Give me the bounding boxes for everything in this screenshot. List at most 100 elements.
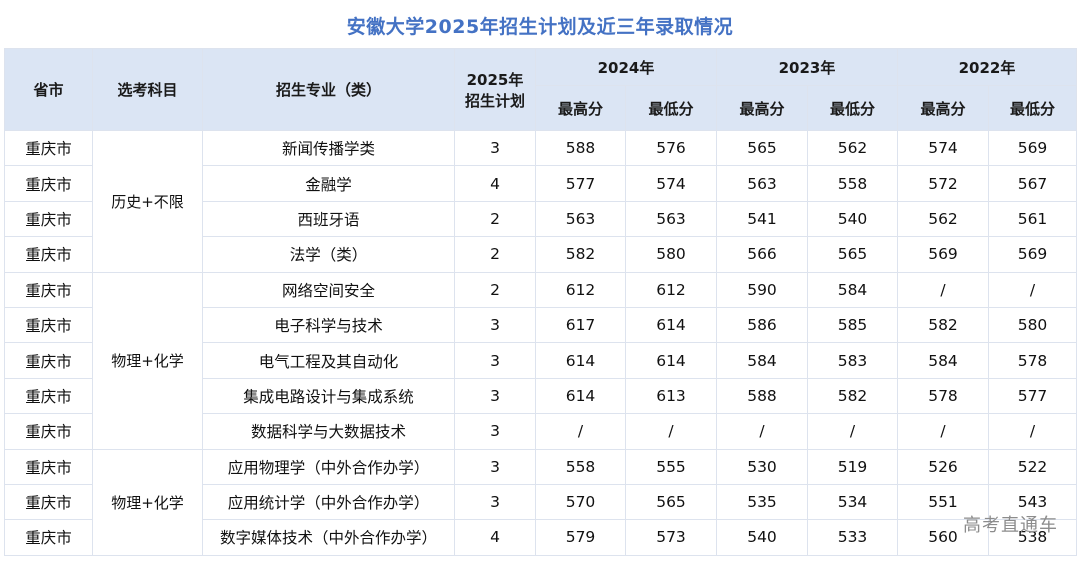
min-2024-cell: 573	[625, 519, 717, 556]
province-cell: 重庆市	[4, 413, 93, 450]
table-row: 重庆市 历史+不限 新闻传播学类 3 588 576 565 562 574 569	[4, 129, 1077, 273]
min-2024-cell: 576	[625, 129, 717, 167]
table-row: 重庆市 电子科学与技术 3 617 614 586 585 582 580	[4, 306, 1077, 344]
plan-cell: 3	[454, 483, 536, 521]
max-2024-cell: 617	[535, 306, 626, 344]
max-2023-cell: 590	[716, 271, 808, 308]
major-cell: 数据科学与大数据技术	[202, 413, 455, 450]
plan-cell: 2	[454, 271, 536, 308]
admission-table: 省市 选考科目 招生专业（类） 2025年 招生计划 2024年 2023年 2…	[4, 48, 1077, 556]
max-2023-cell: 566	[716, 236, 808, 273]
plan-cell: 2	[454, 236, 536, 273]
header-min-2024: 最低分	[625, 85, 717, 131]
min-2024-cell: 563	[625, 200, 717, 238]
table-row: 重庆市 集成电路设计与集成系统 3 614 613 588 582 578 577	[4, 377, 1077, 415]
min-2022-cell: 561	[988, 200, 1077, 238]
min-2023-cell: /	[807, 413, 898, 450]
max-2023-cell: 540	[716, 519, 808, 556]
major-cell: 集成电路设计与集成系统	[202, 377, 455, 415]
min-2024-cell: 614	[625, 306, 717, 344]
major-cell: 电子科学与技术	[202, 306, 455, 344]
table-row: 重庆市 应用统计学（中外合作办学） 3 570 565 535 534 551 543	[4, 483, 1077, 521]
plan-cell: 4	[454, 519, 536, 556]
header-max-2023: 最高分	[716, 85, 808, 131]
major-cell: 金融学	[202, 165, 455, 202]
province-cell: 重庆市	[4, 236, 93, 273]
max-2023-cell: 541	[716, 200, 808, 238]
table-row: 重庆市 数据科学与大数据技术 3// / / / /	[4, 413, 1077, 450]
max-2023-cell: /	[716, 413, 808, 450]
max-2024-cell: 612	[535, 271, 626, 308]
min-2024-cell: 555	[625, 448, 717, 485]
plan-cell: 3	[454, 448, 536, 485]
min-2022-cell: 567	[988, 165, 1077, 202]
min-2024-cell: 565	[625, 483, 717, 521]
min-2022-cell: 543	[988, 483, 1077, 521]
max-2024-cell: 563	[535, 200, 626, 238]
max-2024-cell: 614	[535, 342, 626, 379]
plan-cell: 3	[454, 306, 536, 344]
max-2024-cell: 558	[535, 448, 626, 485]
min-2022-cell: 577	[988, 377, 1077, 415]
max-2023-cell: 588	[716, 377, 808, 415]
max-2022-cell: 551	[897, 483, 989, 521]
max-2023-cell: 563	[716, 165, 808, 202]
major-cell: 新闻传播学类	[202, 129, 455, 167]
min-2023-cell: 583	[807, 342, 898, 379]
major-cell: 电气工程及其自动化	[202, 342, 455, 379]
min-2023-cell: 585	[807, 306, 898, 344]
min-2022-cell: 578	[988, 342, 1077, 379]
header-subject: 选考科目	[92, 48, 203, 131]
table-row: 重庆市 法学（类） 2 582 580 566 565 569 569	[4, 236, 1077, 273]
min-2023-cell: 519	[807, 448, 898, 485]
max-2022-cell: 578	[897, 377, 989, 415]
min-2024-cell: /	[625, 413, 717, 450]
header-province: 省市	[4, 48, 93, 131]
table-row: 重庆市 物理+化学 应用物理学（中外合作办学） 3 558 555 530 519 526 522	[4, 448, 1077, 556]
major-cell: 法学（类）	[202, 236, 455, 273]
header-max-2024: 最高分	[535, 85, 626, 131]
max-2022-cell: 526	[897, 448, 989, 485]
max-2024-cell: 588	[535, 129, 626, 167]
header-year-2024: 2024年	[535, 48, 717, 86]
min-2023-cell: 540	[807, 200, 898, 238]
min-2023-cell: 533	[807, 519, 898, 556]
major-cell: 网络空间安全	[202, 271, 455, 308]
table-row: 重庆市 西班牙语 2 563 563 541 540 562 561	[4, 200, 1077, 238]
min-2024-cell: 612	[625, 271, 717, 308]
table-row: 重庆市 电气工程及其自动化 3 614 614 584 583 584 578	[4, 342, 1077, 379]
max-2023-cell: 530	[716, 448, 808, 485]
plan-cell: 2	[454, 200, 536, 238]
max-2024-cell: 579	[535, 519, 626, 556]
max-2024-cell: 570	[535, 483, 626, 521]
table-row: 重庆市 物理+化学 网络空间安全 2 612 612 590 584//	[4, 271, 1077, 450]
subject-cell: 物理+化学	[92, 271, 203, 450]
min-2022-cell: 580	[988, 306, 1077, 344]
max-2022-cell: 569	[897, 236, 989, 273]
page-title: 安徽大学2025年招生计划及近三年录取情况	[346, 16, 734, 38]
plan-cell: 3	[454, 413, 536, 450]
max-2023-cell: 535	[716, 483, 808, 521]
major-cell: 应用统计学（中外合作办学）	[202, 483, 455, 521]
province-cell: 重庆市	[4, 342, 93, 379]
province-cell: 重庆市	[4, 377, 93, 415]
min-2023-cell: 562	[807, 129, 898, 167]
min-2024-cell: 574	[625, 165, 717, 202]
province-cell: 重庆市	[4, 200, 93, 238]
min-2022-cell: 569	[988, 129, 1077, 167]
watermark: 高考直通车	[963, 515, 1058, 536]
header-year-2023: 2023年	[716, 48, 898, 86]
max-2022-cell: 574	[897, 129, 989, 167]
max-2024-cell: /	[535, 413, 626, 450]
min-2023-cell: 558	[807, 165, 898, 202]
subject-cell: 历史+不限	[92, 130, 203, 273]
plan-cell: 4	[454, 165, 536, 202]
max-2024-cell: 577	[535, 165, 626, 202]
header-plan-line1: 2025年	[466, 70, 524, 89]
min-2024-cell: 614	[625, 342, 717, 379]
max-2022-cell: 582	[897, 306, 989, 344]
header-row-2: 最高分 最低分 最高分 最低分 最高分 最低分	[5, 85, 1077, 131]
header-major: 招生专业（类）	[202, 48, 455, 131]
province-cell: 重庆市	[4, 271, 93, 308]
header-plan-2025: 2025年 招生计划	[454, 48, 536, 131]
